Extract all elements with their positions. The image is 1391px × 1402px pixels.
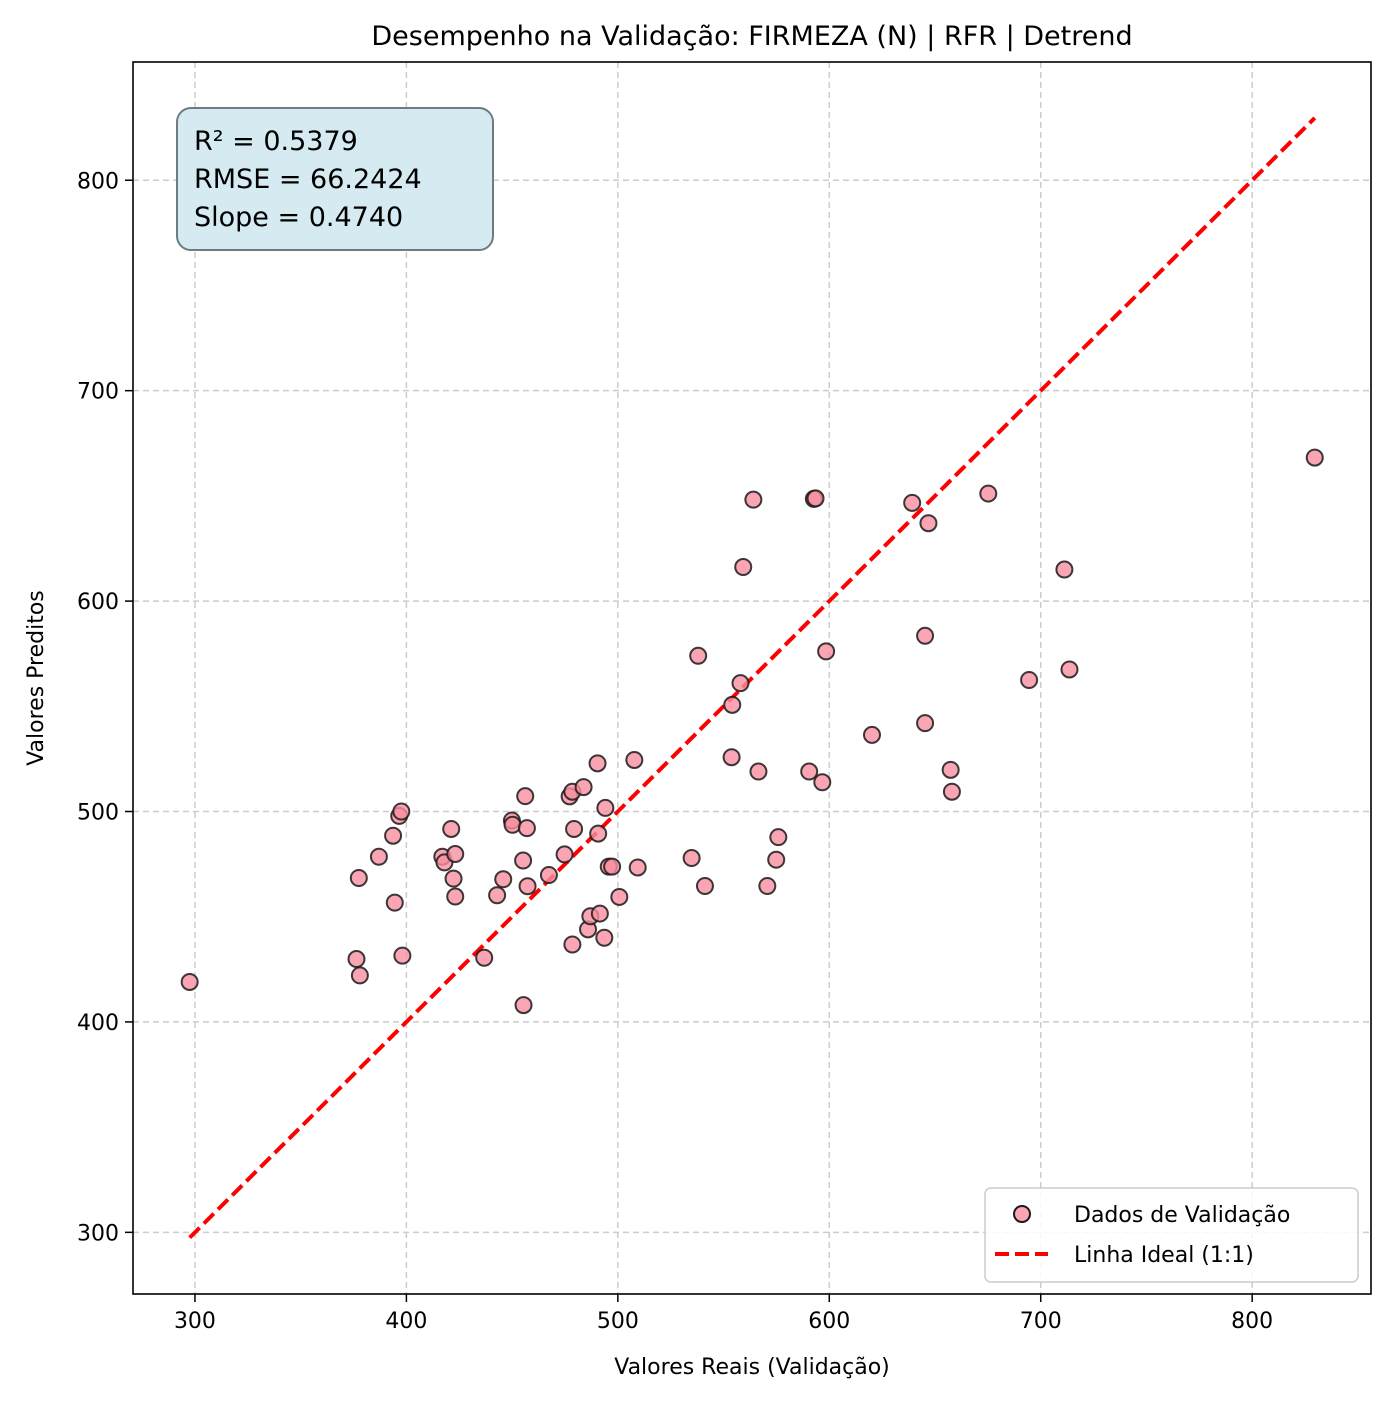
- scatter-point: [588, 754, 607, 773]
- scatter-point: [769, 828, 788, 847]
- scatter-point: [689, 646, 708, 665]
- ideal-line: [188, 116, 1317, 1240]
- scatter-point: [916, 626, 935, 645]
- x-tick-label: 800: [1231, 1309, 1273, 1334]
- stats-box: R² = 0.5379 RMSE = 66.2424 Slope = 0.474…: [176, 107, 494, 251]
- x-tick-label: 600: [808, 1309, 850, 1334]
- scatter-point: [722, 748, 741, 767]
- scatter-point: [941, 760, 960, 779]
- scatter-point: [555, 845, 574, 864]
- x-axis-ticks: 300 400 500 600 700 800: [174, 1294, 1273, 1334]
- scatter-point: [442, 819, 461, 838]
- y-axis-label: Valores Preditos: [24, 590, 49, 766]
- scatter-point: [475, 948, 494, 967]
- scatter-point: [518, 877, 537, 896]
- legend: Dados de Validação Linha Ideal (1:1): [984, 1187, 1359, 1283]
- scatter-point: [749, 762, 768, 781]
- scatter-point: [488, 886, 507, 905]
- x-axis-label: Valores Reais (Validação): [614, 1355, 890, 1380]
- scatter-point: [723, 695, 742, 714]
- y-axis-ticks: 300 400 500 600 700 800: [77, 169, 133, 1246]
- scatter-point: [595, 928, 614, 947]
- y-tick-label: 500: [77, 801, 119, 826]
- scatter-point: [514, 851, 533, 870]
- stats-slope: Slope = 0.4740: [194, 202, 403, 233]
- scatter-point: [347, 950, 366, 969]
- scatter-point: [1060, 660, 1079, 679]
- scatter-point: [539, 866, 558, 885]
- scatter-point: [919, 514, 938, 533]
- scatter-point: [384, 826, 403, 845]
- scatter-point: [813, 773, 832, 792]
- scatter-point: [903, 493, 922, 512]
- scatter-point: [806, 489, 825, 508]
- scatter-points-layer: [180, 448, 1324, 1015]
- scatter-point: [514, 996, 533, 1015]
- scatter-point: [610, 887, 629, 906]
- legend-label-points: Dados de Validação: [1074, 1203, 1290, 1228]
- scatter-point: [349, 869, 368, 888]
- scatter-point: [1055, 560, 1074, 579]
- chart-title: Desempenho na Validação: FIRMEZA (N) | R…: [371, 21, 1132, 52]
- plot-frame: [132, 61, 1372, 1295]
- y-tick-label: 400: [77, 1011, 119, 1036]
- ideal-line-layer: [188, 116, 1317, 1240]
- scatter-point: [817, 642, 836, 661]
- scatter-point: [444, 869, 463, 888]
- scatter-point: [180, 972, 199, 991]
- scatter-point: [731, 674, 750, 693]
- scatter-point: [862, 725, 881, 744]
- scatter-point: [682, 849, 701, 868]
- scatter-point: [517, 819, 536, 838]
- scatter-point: [942, 782, 961, 801]
- scatter-point: [916, 714, 935, 733]
- scatter-point: [625, 750, 644, 769]
- scatter-point: [695, 876, 714, 895]
- scatter-point: [393, 946, 412, 965]
- x-tick-label: 400: [385, 1309, 427, 1334]
- scatter-point: [979, 484, 998, 503]
- stats-r2: R² = 0.5379: [194, 126, 358, 157]
- scatter-point: [758, 876, 777, 895]
- scatter-point: [516, 787, 535, 806]
- legend-marker-points: [1013, 1205, 1031, 1223]
- x-tick-label: 300: [174, 1309, 216, 1334]
- legend-label-ideal-line: Linha Ideal (1:1): [1074, 1243, 1254, 1268]
- x-tick-label: 500: [597, 1309, 639, 1334]
- y-tick-label: 300: [77, 1221, 119, 1246]
- scatter-point: [734, 558, 753, 577]
- scatter-point: [767, 850, 786, 869]
- scatter-point: [800, 762, 819, 781]
- grid-lines: [133, 62, 1371, 1294]
- scatter-point: [628, 858, 647, 877]
- scatter-point: [503, 815, 522, 834]
- scatter-point: [603, 857, 622, 876]
- scatter-point: [446, 887, 465, 906]
- scatter-point: [369, 847, 388, 866]
- scatter-point: [350, 966, 369, 985]
- y-tick-label: 600: [77, 590, 119, 615]
- scatter-point: [596, 798, 615, 817]
- scatter-point: [392, 802, 411, 821]
- x-tick-label: 700: [1020, 1309, 1062, 1334]
- scatter-point: [590, 904, 609, 923]
- scatter-point: [494, 870, 513, 889]
- scatter-point: [563, 935, 582, 954]
- scatter-point: [574, 778, 593, 797]
- scatter-point: [1020, 670, 1039, 689]
- scatter-point: [446, 845, 465, 864]
- legend-box: [984, 1187, 1359, 1283]
- scatter-point: [565, 819, 584, 838]
- y-tick-label: 800: [77, 169, 119, 194]
- scatter-point: [589, 824, 608, 843]
- stats-box-background: [176, 107, 494, 251]
- scatter-point: [744, 490, 763, 509]
- scatter-point: [1305, 448, 1324, 467]
- stats-rmse: RMSE = 66.2424: [194, 164, 422, 195]
- scatter-point: [385, 893, 404, 912]
- y-tick-label: 700: [77, 380, 119, 405]
